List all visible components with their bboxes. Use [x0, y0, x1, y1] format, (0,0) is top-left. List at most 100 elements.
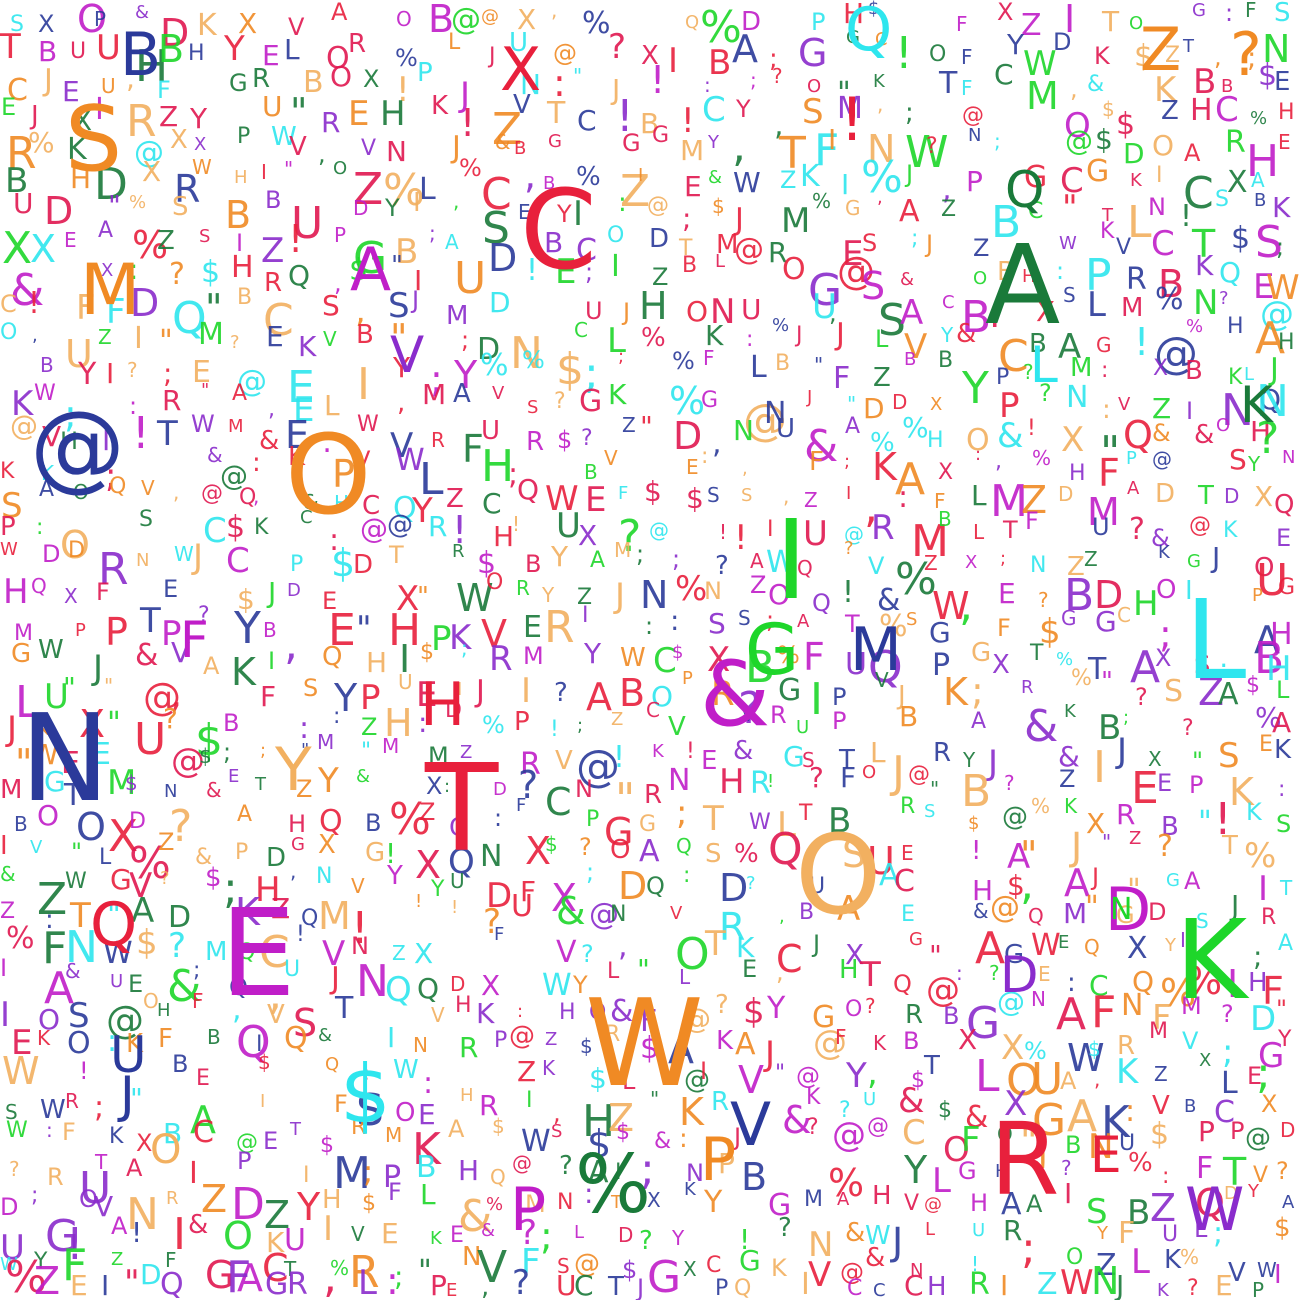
small-letter-glyph: ,	[1070, 75, 1078, 103]
small-letter-glyph: %	[1071, 666, 1092, 691]
small-letter-glyph: I	[0, 954, 8, 982]
small-letter-glyph: "	[301, 740, 310, 761]
small-letter-glyph: H	[1133, 584, 1159, 624]
small-letter-glyph: ?	[230, 332, 240, 353]
small-letter-glyph: B	[1065, 1131, 1082, 1159]
small-letter-glyph: S	[1255, 217, 1283, 268]
small-letter-glyph: ?	[807, 1115, 819, 1140]
small-letter-glyph: $	[672, 642, 684, 663]
small-letter-glyph: X	[1061, 420, 1085, 460]
small-letter-glyph: C	[1117, 603, 1131, 627]
small-letter-glyph: R	[1126, 262, 1147, 297]
small-letter-glyph: ;	[540, 1214, 553, 1258]
small-letter-glyph: E	[11, 1023, 33, 1063]
small-letter-glyph: X	[318, 830, 336, 860]
small-letter-glyph: F	[961, 45, 973, 69]
small-letter-glyph: !	[1214, 794, 1232, 845]
small-letter-glyph: L	[973, 520, 985, 544]
small-letter-glyph: Z	[0, 899, 16, 924]
small-letter-glyph: K	[37, 1026, 51, 1050]
small-letter-glyph: N	[1193, 283, 1219, 323]
small-letter-glyph: Z	[271, 892, 291, 925]
small-letter-glyph: F	[226, 1252, 252, 1300]
small-letter-glyph: V	[670, 903, 683, 924]
small-letter-glyph: B	[1185, 356, 1203, 386]
small-letter-glyph: M	[1070, 353, 1093, 383]
small-letter-glyph: K	[11, 384, 34, 424]
small-letter-glyph: R	[264, 268, 283, 298]
small-letter-glyph: K	[476, 997, 495, 1030]
small-letter-glyph: F	[1098, 451, 1120, 495]
small-letter-glyph: D	[168, 900, 192, 935]
small-letter-glyph: W	[38, 635, 64, 665]
small-letter-glyph: ?	[1129, 512, 1145, 547]
small-letter-glyph: A	[448, 1115, 465, 1143]
big-letter-glyph: L	[1030, 336, 1058, 394]
small-letter-glyph: ?	[839, 1098, 851, 1123]
small-letter-glyph: I	[102, 424, 111, 457]
small-letter-glyph: B	[708, 43, 732, 83]
small-letter-glyph: B	[938, 348, 954, 373]
small-letter-glyph: G	[265, 1267, 289, 1300]
small-letter-glyph: J	[489, 44, 496, 69]
small-letter-glyph: @	[796, 1062, 820, 1090]
small-letter-glyph: W	[865, 1221, 891, 1251]
small-letter-glyph: X	[108, 811, 139, 862]
small-letter-glyph: W	[271, 122, 297, 152]
small-letter-glyph: ;	[1276, 233, 1285, 261]
small-letter-glyph: U	[845, 647, 867, 682]
small-letter-glyph: L	[1127, 197, 1152, 248]
small-letter-glyph: Y	[297, 1185, 321, 1229]
small-letter-glyph: H	[366, 646, 388, 679]
small-letter-glyph: X	[647, 1188, 661, 1212]
small-letter-glyph: R	[933, 738, 952, 768]
small-letter-glyph: Q	[236, 1017, 271, 1068]
small-letter-glyph: Z	[1198, 670, 1225, 714]
small-letter-glyph: R	[711, 1087, 730, 1117]
small-letter-glyph: B	[745, 642, 776, 693]
small-letter-glyph: M	[1121, 293, 1144, 323]
small-letter-glyph: ;	[750, 68, 757, 92]
small-letter-glyph: !	[28, 286, 41, 321]
small-letter-glyph: K	[1116, 1052, 1139, 1092]
small-letter-glyph: "	[1062, 188, 1078, 228]
small-letter-glyph: J	[765, 1034, 776, 1074]
small-letter-glyph: A	[1001, 1187, 1022, 1222]
small-letter-glyph: A	[203, 652, 220, 680]
small-letter-glyph: %	[383, 165, 425, 216]
small-letter-glyph: "	[1085, 890, 1099, 925]
small-letter-glyph: Z	[446, 484, 464, 514]
small-letter-glyph: H	[843, 0, 865, 30]
small-letter-glyph: E	[1276, 524, 1292, 552]
small-letter-glyph: ;	[640, 1144, 655, 1195]
small-letter-glyph: A	[237, 1256, 263, 1300]
small-letter-glyph: ?	[618, 511, 642, 562]
small-letter-glyph: R	[871, 508, 895, 548]
small-letter-glyph: O	[330, 60, 353, 93]
small-letter-glyph: V	[1182, 1027, 1199, 1055]
small-letter-glyph: F	[640, 1004, 658, 1039]
small-letter-glyph: ;	[585, 258, 594, 286]
small-letter-glyph: Z	[111, 1249, 124, 1270]
small-letter-glyph: !	[351, 903, 369, 954]
small-letter-glyph: ,	[453, 189, 460, 213]
small-letter-glyph: A	[1130, 642, 1161, 693]
small-letter-glyph: C	[226, 541, 250, 581]
small-letter-glyph: I	[134, 321, 143, 356]
small-letter-glyph: @	[236, 1130, 258, 1155]
small-letter-glyph: @	[997, 985, 1025, 1018]
small-letter-glyph: %	[132, 223, 169, 267]
small-letter-glyph: U	[284, 957, 301, 982]
small-letter-glyph: !	[1027, 416, 1036, 441]
small-letter-glyph: A	[1218, 677, 1239, 712]
small-letter-glyph: ;	[905, 98, 914, 128]
small-letter-glyph: G	[845, 196, 861, 220]
small-letter-glyph: ;	[105, 456, 117, 496]
small-letter-glyph: B	[619, 671, 646, 715]
small-letter-glyph: V	[668, 712, 686, 742]
small-letter-glyph: Q	[797, 556, 813, 580]
small-letter-glyph: !	[131, 1216, 143, 1249]
small-letter-glyph: Z	[296, 775, 313, 803]
small-letter-glyph: ;	[844, 451, 851, 472]
small-letter-glyph: N	[640, 573, 669, 617]
